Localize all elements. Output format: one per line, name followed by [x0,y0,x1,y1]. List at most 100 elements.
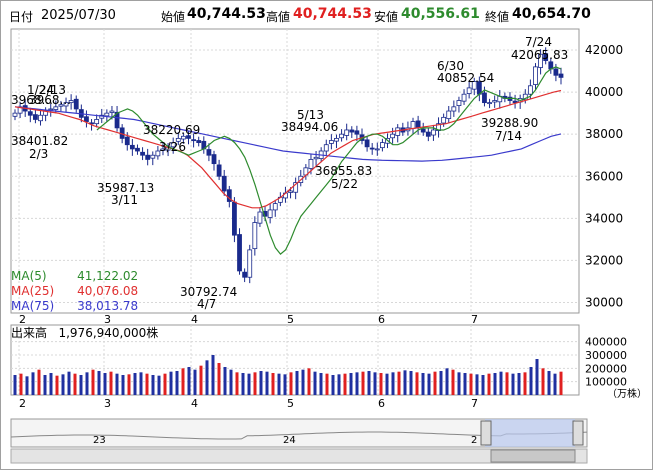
volume-bar [253,372,257,395]
scrollbar-thumb [490,449,576,463]
volume-tick-label: 400000 [585,336,627,349]
candle-body [114,111,120,129]
candle-body [124,136,130,146]
ma75-legend: MA(75) 38,013.78 [11,299,139,313]
candle-body [553,68,559,76]
candle-body [186,135,191,139]
volume-bar [235,372,239,395]
price-annotation: 39288.90 [481,116,538,130]
price-annotation: 3968... [29,93,71,107]
ma25-line [14,89,562,209]
volume-bar [175,371,179,395]
volume-bar [13,375,17,395]
navigator-label: 23 [93,435,106,446]
volume-bar [283,374,287,395]
volume-bar [451,369,455,395]
volume-bar [409,371,413,395]
volume-bar [307,368,311,395]
candle-body [344,129,350,136]
high-label: 高値 [266,10,291,24]
price-tick-label: 34000 [585,211,623,225]
volume-bar [241,373,245,395]
candle-body [420,128,426,133]
price-annotation: 1/24 [27,83,54,97]
volume-bar [553,373,557,395]
candle-body [471,81,477,90]
volume-bar [523,372,527,395]
volume-bar [91,369,95,395]
volume-bar [487,373,491,395]
volume-bar [415,372,419,395]
candle-body [216,164,222,177]
volume-bar [535,359,539,395]
price-annotation: 7/24 [525,35,552,49]
candle-body [63,102,69,107]
candle-body [12,112,18,117]
candle-body [446,110,452,120]
price-tick-label: 42000 [585,43,623,57]
candle-body [558,73,564,78]
volume-bar [385,373,389,395]
navigator-right-handle [572,420,584,446]
candle-body [451,106,457,112]
candle-body [425,131,431,137]
candle-body [232,201,237,236]
price-annotation: 42065.83 [511,48,568,62]
volume-month-label: 7 [471,397,478,410]
price-annotation: 2/13 [39,83,66,97]
volume-bar [199,365,203,395]
volume-bar [25,376,29,395]
volume-tick-label: 200000 [585,362,627,375]
volume-bar [121,375,125,395]
volume-bar [457,372,461,395]
volume-bar [445,368,449,395]
volume-bar [403,370,407,395]
candle-body [441,116,447,124]
price-tick-label: 36000 [585,169,623,183]
volume-bar [139,372,143,395]
volume-month-label: 4 [191,397,198,410]
candle-body [390,133,396,139]
candle-body [170,142,176,148]
price-panel [10,28,580,314]
price-tick-label: 32000 [585,253,623,267]
high-value: 40,744.53 [293,6,372,22]
volume-bar [151,375,155,395]
candle-body [53,106,59,110]
month-tick-label: 2 [19,313,26,326]
candle-body [487,102,492,105]
candle-body [68,100,74,104]
volume-bar [181,368,185,395]
candle-body [237,234,242,272]
ma5-legend: MA(5) 41,122.02 [11,269,139,283]
candle-body [135,147,140,152]
candle-body [374,148,380,151]
volume-bar [427,373,431,395]
volume-bar [115,373,119,395]
price-tick-label: 38000 [585,127,623,141]
volume-bar [421,373,425,395]
candle-body [94,119,100,125]
navigator-selection [485,419,575,447]
candle-body [328,140,334,144]
volume-bar [169,371,173,395]
open-label: 始値 [161,10,186,24]
volume-bar [493,373,497,395]
volume-bar [79,375,83,395]
volume-bar [391,372,395,395]
volume-bar [367,371,371,395]
candle-body [380,142,385,149]
candle-body [527,85,533,95]
volume-bar [157,375,161,395]
candle-body [308,159,314,169]
open-value: 40,744.53 [187,6,266,22]
candle-body [334,137,339,142]
candle-body [104,112,110,117]
price-annotation: 3/26 [159,140,186,154]
candle-body [293,182,299,193]
candle-body [364,139,370,148]
candle-body [226,189,232,202]
volume-bar [163,373,167,395]
candle-body [109,110,115,113]
navigator-left-handle [480,420,492,446]
